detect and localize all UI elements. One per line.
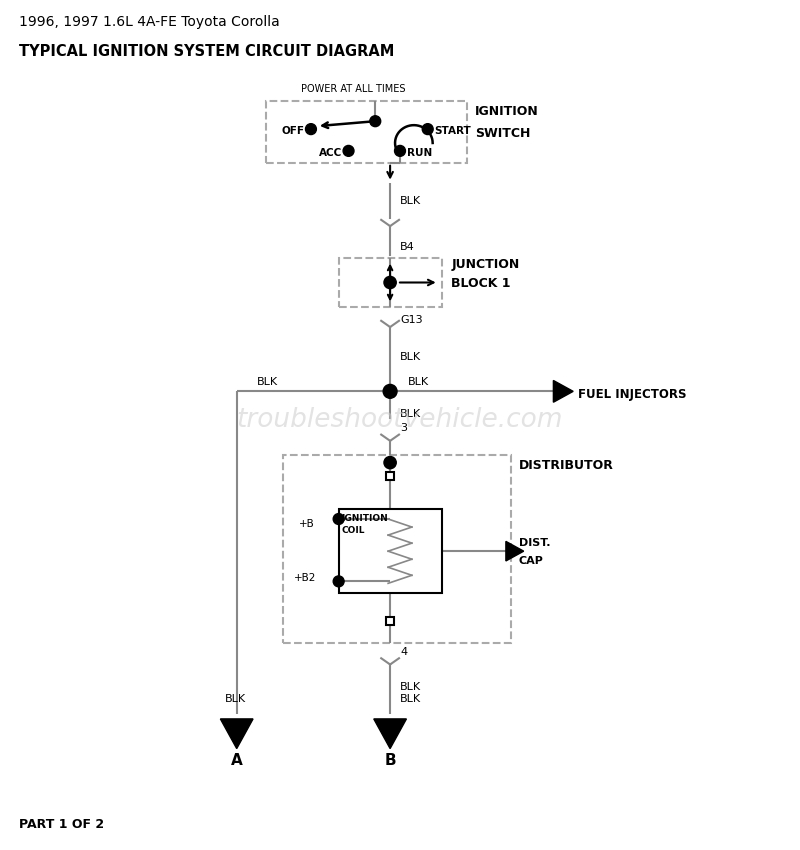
- Text: A: A: [231, 753, 242, 768]
- Polygon shape: [220, 719, 253, 749]
- Text: BLK: BLK: [400, 352, 421, 362]
- Circle shape: [334, 576, 344, 586]
- Bar: [283, 455, 511, 643]
- Text: 1996, 1997 1.6L 4A-FE Toyota Corolla: 1996, 1997 1.6L 4A-FE Toyota Corolla: [19, 15, 280, 29]
- Bar: [266, 101, 467, 162]
- Text: BLK: BLK: [225, 694, 246, 704]
- Circle shape: [370, 116, 381, 127]
- Text: B4: B4: [400, 242, 414, 252]
- Text: COIL: COIL: [342, 526, 365, 535]
- Text: BLOCK 1: BLOCK 1: [451, 277, 511, 291]
- Text: SWITCH: SWITCH: [475, 127, 530, 140]
- Text: ACC: ACC: [319, 148, 342, 158]
- Polygon shape: [506, 541, 524, 561]
- Text: JUNCTION: JUNCTION: [451, 258, 520, 270]
- Bar: [386, 617, 394, 625]
- Polygon shape: [374, 719, 406, 749]
- Bar: [386, 473, 394, 480]
- Text: +B2: +B2: [294, 574, 317, 583]
- Text: BLK: BLK: [408, 377, 429, 388]
- Text: TYPICAL IGNITION SYSTEM CIRCUIT DIAGRAM: TYPICAL IGNITION SYSTEM CIRCUIT DIAGRAM: [19, 44, 394, 59]
- Text: BLK: BLK: [257, 377, 278, 388]
- Text: BLK: BLK: [400, 694, 421, 704]
- Text: FUEL INJECTORS: FUEL INJECTORS: [578, 388, 686, 401]
- Circle shape: [384, 276, 396, 289]
- Circle shape: [422, 123, 433, 134]
- Text: POWER AT ALL TIMES: POWER AT ALL TIMES: [301, 83, 406, 94]
- Circle shape: [306, 123, 316, 134]
- Polygon shape: [554, 381, 573, 402]
- Text: IGNITION: IGNITION: [342, 514, 388, 523]
- Text: troubleshootvehicle.com: troubleshootvehicle.com: [237, 407, 563, 433]
- Text: IGNITION: IGNITION: [475, 105, 539, 118]
- Text: BLK: BLK: [400, 196, 421, 207]
- Text: BLK: BLK: [400, 683, 421, 692]
- Text: 4: 4: [400, 647, 407, 656]
- Text: DIST.: DIST.: [518, 538, 550, 548]
- Circle shape: [334, 513, 344, 524]
- Text: +B: +B: [299, 519, 315, 529]
- Text: G13: G13: [400, 315, 422, 325]
- Bar: [338, 509, 442, 593]
- Text: B: B: [384, 753, 396, 768]
- Circle shape: [384, 456, 396, 468]
- Text: RUN: RUN: [407, 148, 432, 158]
- Bar: [338, 258, 442, 307]
- Circle shape: [383, 384, 397, 399]
- Text: START: START: [434, 126, 471, 136]
- Circle shape: [394, 145, 406, 156]
- Text: 3: 3: [400, 423, 407, 433]
- Circle shape: [343, 145, 354, 156]
- Text: OFF: OFF: [282, 126, 304, 136]
- Text: PART 1 OF 2: PART 1 OF 2: [19, 818, 104, 830]
- Text: DISTRIBUTOR: DISTRIBUTOR: [518, 458, 614, 472]
- Text: BLK: BLK: [400, 409, 421, 419]
- Text: CAP: CAP: [518, 556, 544, 566]
